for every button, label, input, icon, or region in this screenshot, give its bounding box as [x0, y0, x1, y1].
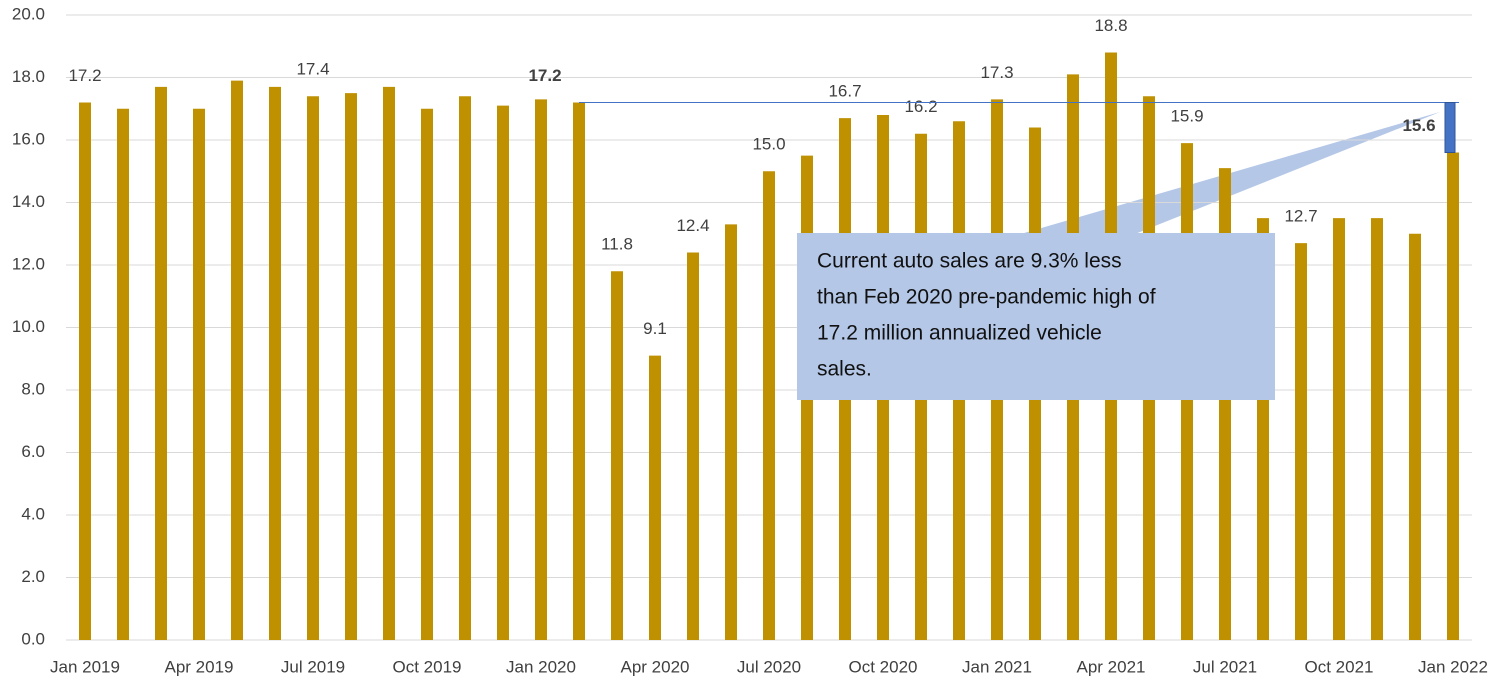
data-label: 11.8: [601, 235, 633, 254]
bar: [725, 224, 737, 640]
x-tick-label: Oct 2019: [393, 657, 462, 676]
bar: [79, 102, 91, 640]
bar: [535, 99, 547, 640]
y-tick-label: 6.0: [21, 442, 45, 461]
y-tick-label: 20.0: [12, 4, 45, 23]
bar: [459, 96, 471, 640]
data-label: 15.0: [752, 135, 785, 154]
bar: [1295, 243, 1307, 640]
bar: [117, 108, 129, 640]
x-tick-label: Apr 2021: [1077, 657, 1146, 676]
bar: [763, 171, 775, 640]
bar: [155, 86, 167, 640]
annotation-line: than Feb 2020 pre-pandemic high of: [817, 286, 1156, 309]
data-label: 17.2: [68, 66, 101, 85]
bar: [687, 252, 699, 640]
data-label: 15.6: [1402, 116, 1435, 135]
x-tick-label: Apr 2020: [621, 657, 690, 676]
bar: [307, 96, 319, 640]
x-tick-label: Jan 2022: [1418, 657, 1488, 676]
x-tick-label: Oct 2020: [849, 657, 918, 676]
data-label: 9.1: [643, 319, 667, 338]
data-label: 15.9: [1170, 107, 1203, 126]
x-tick-label: Apr 2019: [165, 657, 234, 676]
x-tick-label: Jan 2019: [50, 657, 120, 676]
data-label: 12.4: [676, 216, 709, 235]
data-label: 17.4: [296, 60, 329, 79]
y-tick-label: 12.0: [12, 254, 45, 273]
y-tick-label: 4.0: [21, 504, 45, 523]
callout-box: [797, 233, 1275, 400]
bar: [611, 271, 623, 640]
x-tick-label: Jan 2020: [506, 657, 576, 676]
y-tick-label: 8.0: [21, 379, 45, 398]
data-label: 18.8: [1094, 16, 1127, 35]
y-tick-label: 0.0: [21, 629, 45, 648]
bar: [421, 108, 433, 640]
bar: [345, 93, 357, 640]
bar: [231, 80, 243, 640]
bar: [1371, 218, 1383, 640]
gap-marker: [1444, 102, 1456, 153]
bar: [1333, 218, 1345, 640]
bar: [269, 86, 281, 640]
bar: [497, 105, 509, 640]
bar: [1447, 152, 1459, 640]
annotation-line: Current auto sales are 9.3% less: [817, 250, 1122, 273]
data-label: 17.2: [528, 66, 561, 85]
data-label: 16.7: [828, 82, 861, 101]
data-label: 17.3: [980, 63, 1013, 82]
y-tick-label: 16.0: [12, 129, 45, 148]
bar: [1409, 233, 1421, 640]
x-tick-label: Jul 2020: [737, 657, 801, 676]
x-tick-label: Jan 2021: [962, 657, 1032, 676]
y-tick-label: 10.0: [12, 317, 45, 336]
annotation-line: 17.2 million annualized vehicle: [817, 322, 1102, 345]
bar: [193, 108, 205, 640]
bar: [573, 102, 585, 640]
annotation-line: sales.: [817, 358, 872, 381]
data-label: 12.7: [1284, 207, 1317, 226]
y-tick-label: 14.0: [12, 192, 45, 211]
bar: [649, 355, 661, 640]
y-tick-label: 2.0: [21, 567, 45, 586]
x-tick-label: Jul 2019: [281, 657, 345, 676]
data-label: 16.2: [904, 97, 937, 116]
y-tick-label: 18.0: [12, 67, 45, 86]
x-tick-label: Oct 2021: [1305, 657, 1374, 676]
bar: [383, 86, 395, 640]
x-tick-label: Jul 2021: [1193, 657, 1257, 676]
